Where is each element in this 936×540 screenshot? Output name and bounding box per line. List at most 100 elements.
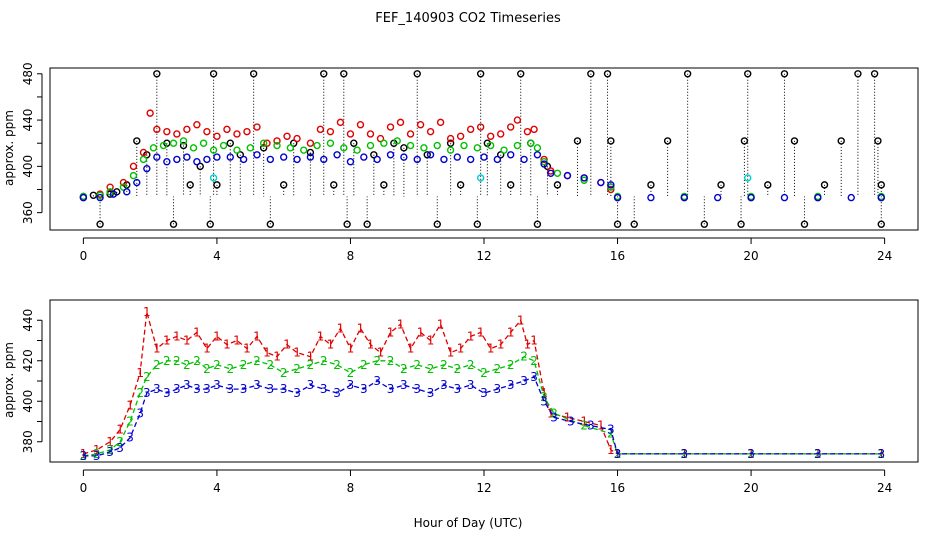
top-point-red	[273, 137, 281, 145]
top-point-green	[533, 144, 542, 152]
top-point-cyan	[476, 174, 485, 182]
top-point-blue	[373, 155, 381, 164]
top-point-green	[273, 141, 281, 150]
bottom-point-label-2: 2	[203, 362, 211, 376]
top-point-red	[376, 134, 385, 143]
top-x-tick-label: 12	[476, 249, 491, 263]
bottom-point-label-1: 1	[173, 329, 181, 343]
bottom-point-label-1: 1	[136, 366, 144, 380]
bottom-x-tick-label: 0	[80, 481, 88, 495]
top-point-blue	[520, 155, 528, 164]
bottom-point-label-3: 3	[106, 445, 114, 459]
bottom-point-label-1: 1	[233, 334, 241, 348]
bottom-point-label-1: 1	[116, 423, 124, 437]
top-point-green	[380, 139, 388, 147]
bottom-point-label-1: 1	[547, 406, 555, 420]
bottom-point-label-2: 2	[193, 354, 201, 368]
bottom-point-label-3: 3	[116, 441, 124, 455]
top-point-black	[206, 220, 214, 228]
bottom-point-label-1: 1	[126, 398, 134, 412]
top-point-red	[233, 130, 241, 138]
top-point-black	[413, 70, 421, 78]
bottom-point-label-2: 2	[427, 362, 435, 376]
top-point-green	[313, 141, 321, 150]
bottom-point-label-3: 3	[93, 449, 101, 463]
top-point-black	[290, 139, 298, 147]
bottom-x-tick-label: 24	[877, 481, 892, 495]
top-point-blue	[453, 153, 461, 161]
top-point-black	[209, 70, 218, 78]
top-point-red	[486, 132, 495, 140]
top-point-blue	[163, 158, 171, 166]
bottom-point-label-3: 3	[400, 378, 408, 392]
top-panel: approx. ppm 0 4 8 12 16 20 24 360 400 440 480	[2, 62, 919, 263]
bottom-point-label-3: 3	[173, 382, 181, 396]
top-point-blue	[647, 193, 655, 202]
bottom-point-label-1: 1	[397, 317, 405, 331]
top-point-black	[700, 220, 709, 228]
top-point-black	[663, 137, 672, 145]
top-point-green	[159, 141, 168, 150]
top-point-blue	[360, 153, 368, 161]
bottom-point-label-2: 2	[213, 358, 221, 372]
bottom-point-label-3: 3	[213, 378, 221, 392]
top-x-tick-label: 0	[80, 249, 88, 263]
top-point-red	[146, 109, 154, 117]
bottom-point-label-2: 2	[143, 370, 151, 384]
top-point-red	[530, 125, 538, 134]
top-point-black	[350, 139, 358, 147]
top-point-black	[266, 220, 275, 228]
bottom-point-label-2: 2	[183, 358, 191, 372]
bottom-point-label-3: 3	[320, 382, 328, 396]
bottom-point-label-2: 2	[267, 358, 275, 372]
top-point-red	[426, 127, 435, 136]
top-point-black	[423, 151, 431, 159]
bottom-point-label-3: 3	[126, 431, 134, 445]
bottom-point-label-1: 1	[337, 321, 345, 335]
bottom-point-label-1: 1	[497, 338, 505, 352]
top-point-black	[196, 162, 204, 171]
top-x-tick-label: 16	[610, 249, 625, 263]
bottom-point-label-1: 1	[517, 313, 525, 327]
top-point-black	[517, 70, 525, 78]
top-point-green	[406, 141, 415, 150]
bottom-point-label-3: 3	[347, 378, 355, 392]
top-point-black	[249, 70, 258, 78]
bottom-point-label-3: 3	[520, 374, 528, 388]
top-point-blue	[466, 155, 475, 164]
top-point-red	[306, 139, 315, 147]
top-point-blue	[109, 190, 118, 198]
bottom-point-label-1: 1	[507, 325, 515, 339]
bottom-point-label-3: 3	[226, 382, 234, 396]
x-axis-title: Hour of Day (UTC)	[414, 516, 523, 530]
bottom-point-label-3: 3	[567, 415, 575, 429]
top-point-red	[356, 120, 365, 129]
top-point-black	[800, 220, 809, 228]
top-point-red	[416, 120, 425, 129]
top-point-blue	[333, 151, 341, 159]
top-point-red	[366, 130, 375, 138]
top-point-red	[129, 162, 138, 171]
top-point-black	[737, 220, 745, 228]
top-point-blue	[203, 155, 211, 164]
top-point-black	[607, 137, 615, 145]
top-point-red	[466, 125, 475, 134]
bottom-point-label-2: 2	[320, 354, 328, 368]
top-point-black	[320, 70, 328, 78]
top-point-green	[259, 139, 268, 147]
bottom-point-label-2: 2	[136, 386, 144, 400]
top-point-red	[183, 125, 191, 134]
top-point-black	[259, 144, 268, 152]
top-point-blue	[440, 155, 448, 164]
bottom-point-label-3: 3	[267, 382, 275, 396]
bottom-point-label-1: 1	[477, 325, 485, 339]
top-point-red	[223, 125, 231, 134]
top-point-red	[163, 127, 171, 136]
bottom-point-label-1: 1	[347, 342, 355, 356]
bottom-point-label-1: 1	[193, 325, 201, 339]
top-point-green	[300, 146, 308, 154]
bottom-point-label-2: 2	[126, 415, 134, 429]
top-point-red	[547, 167, 555, 175]
bottom-point-label-2: 2	[106, 443, 114, 457]
